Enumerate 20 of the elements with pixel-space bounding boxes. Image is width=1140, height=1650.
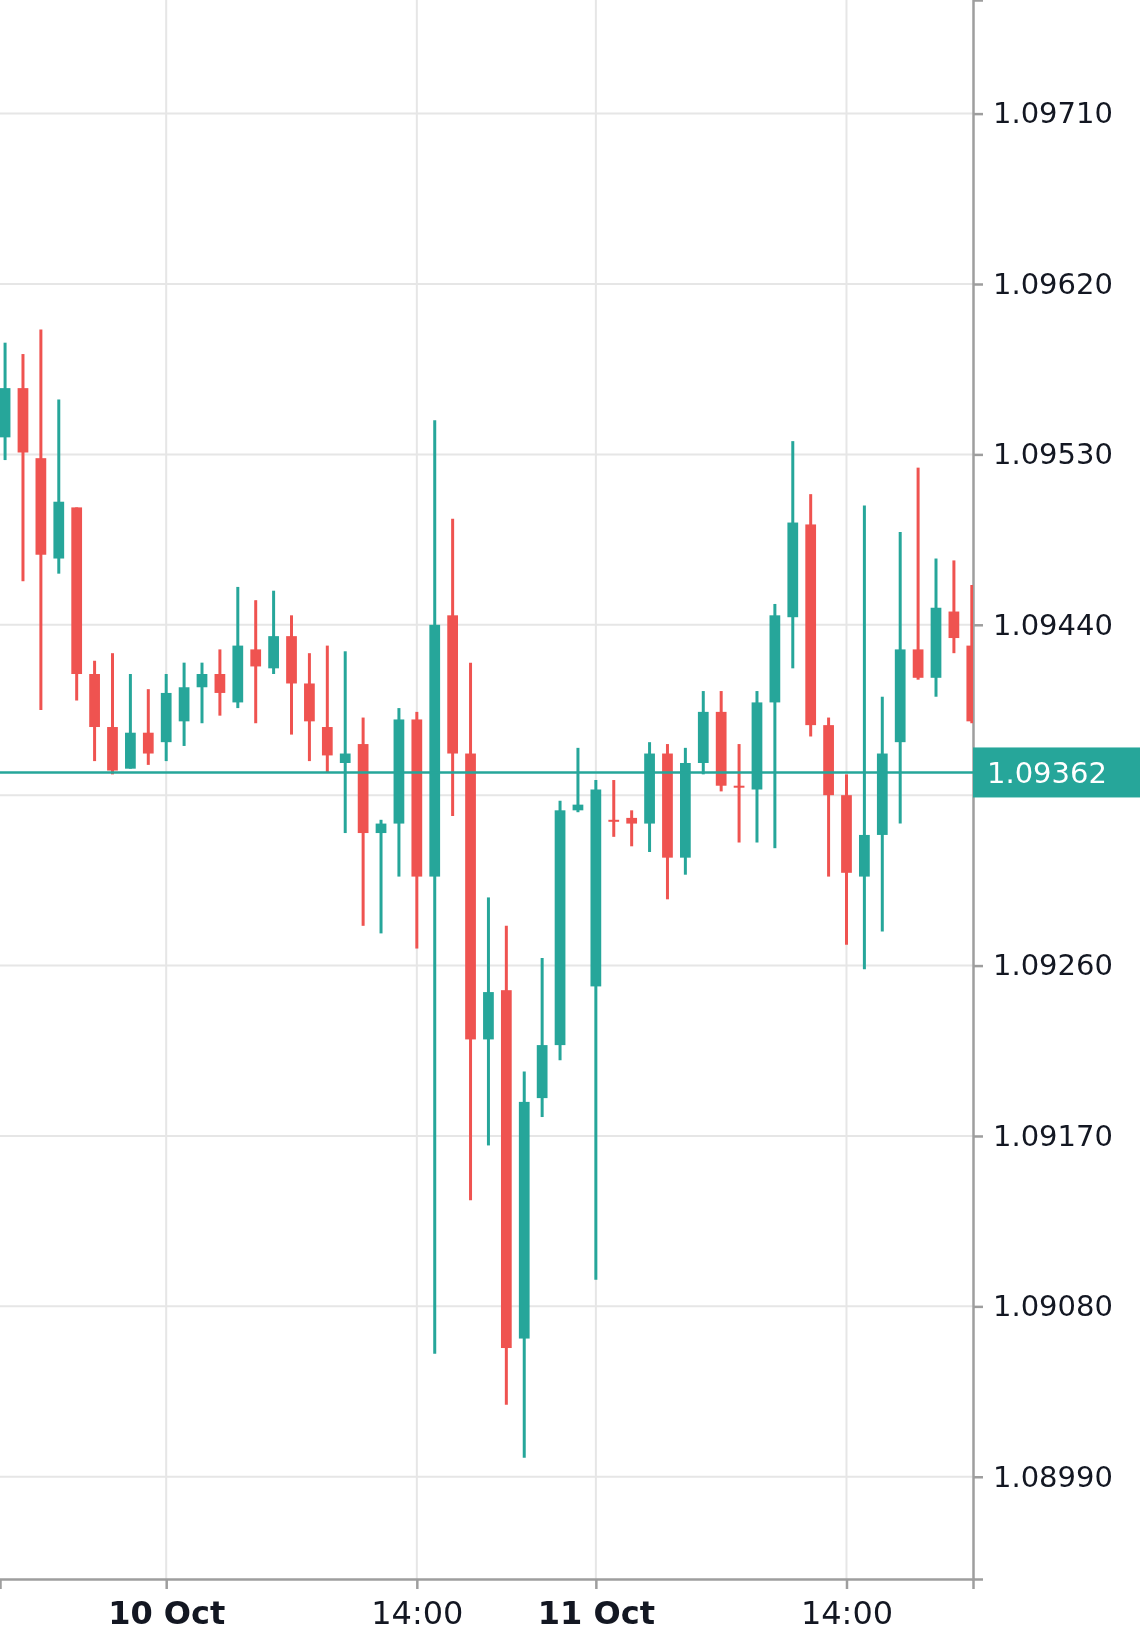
x-tick-label: 14:00 (371, 1593, 464, 1632)
y-tick-label: 1.09440 (993, 607, 1113, 642)
y-tick-label: 1.08990 (993, 1459, 1113, 1494)
x-tick-label: 10 Oct (108, 1593, 226, 1632)
candlestick (142, 689, 154, 765)
ref-line-label: 1.09362 (987, 756, 1107, 791)
candlestick (608, 780, 620, 837)
candlestick (626, 810, 638, 847)
y-tick-label: 1.09710 (993, 96, 1113, 131)
y-tick-label: 1.09620 (993, 266, 1113, 301)
x-tick-label: 14:00 (800, 1593, 894, 1632)
candlestick (250, 600, 262, 725)
candlestick (733, 744, 745, 843)
y-tick-label: 1.09530 (993, 437, 1113, 472)
candlestick (196, 662, 208, 725)
candlestick (214, 649, 226, 716)
y-tick-label: 1.09260 (993, 948, 1113, 983)
x-tick-label: 11 Oct (537, 1593, 655, 1632)
y-tick-label: 1.09080 (993, 1289, 1113, 1324)
y-tick-label: 1.09170 (993, 1118, 1113, 1153)
